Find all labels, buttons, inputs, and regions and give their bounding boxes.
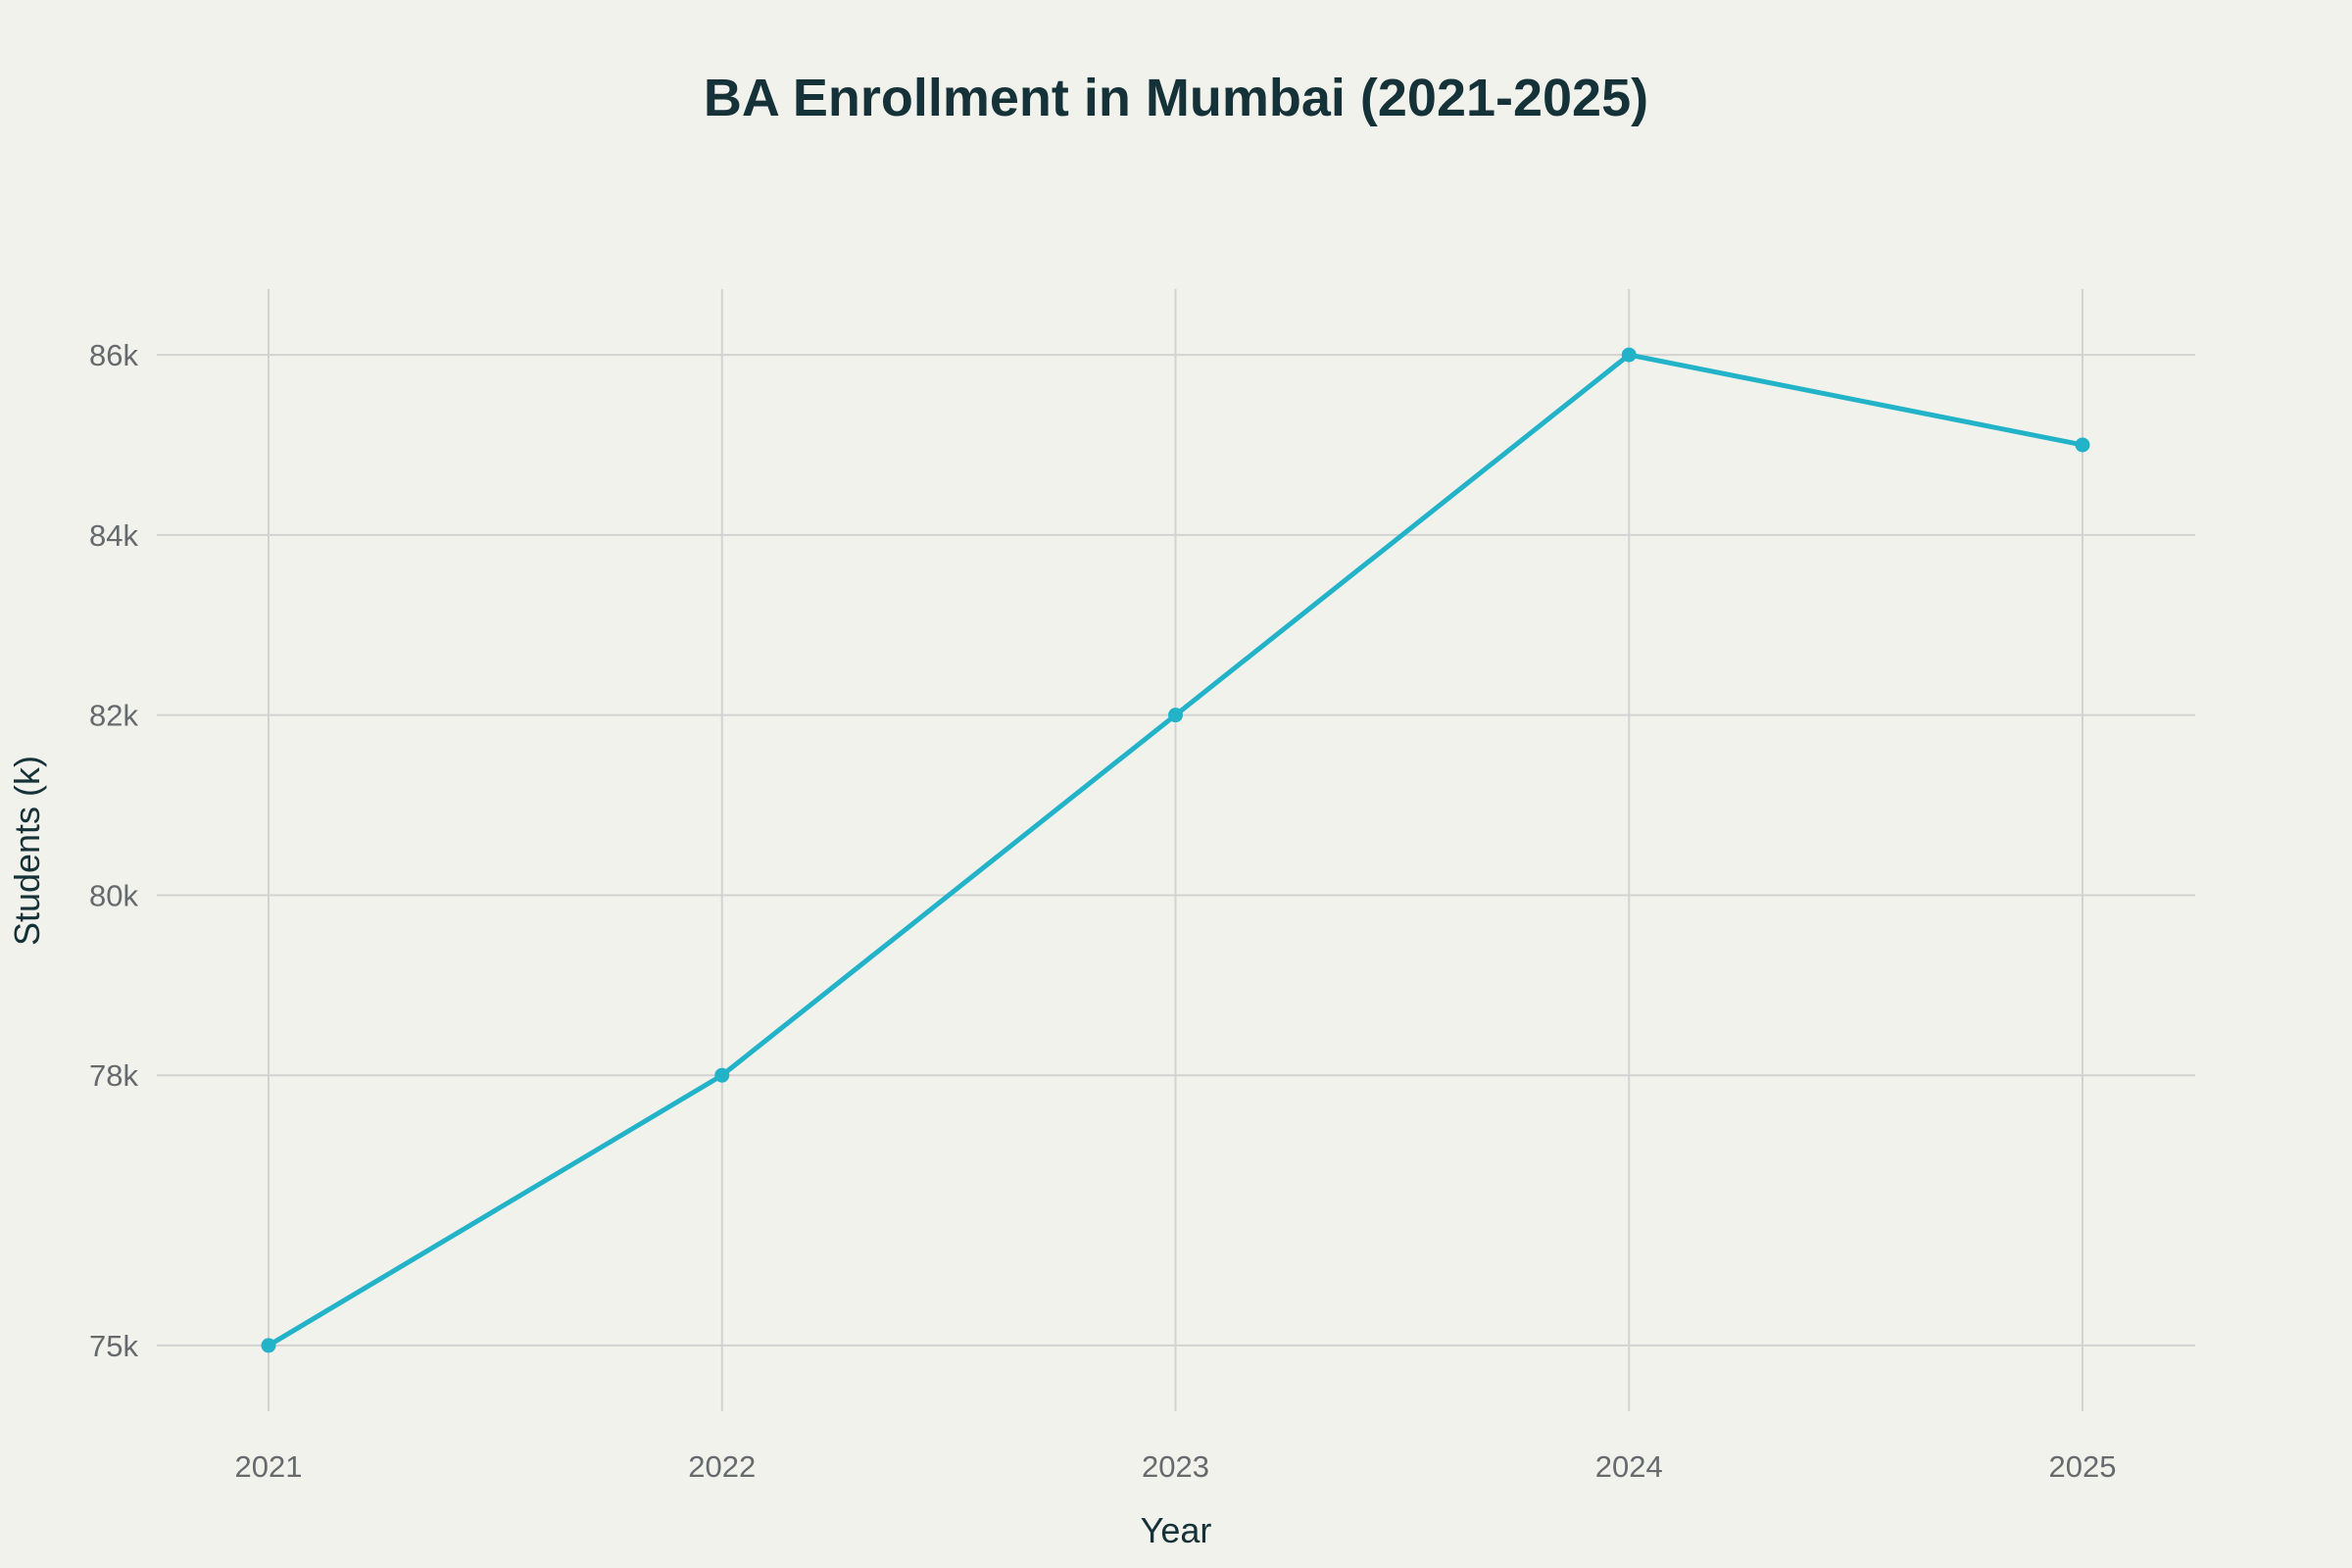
y-tick-label: 86k xyxy=(89,338,138,372)
data-point-2022 xyxy=(714,1067,730,1083)
y-tick-label: 84k xyxy=(89,518,138,553)
x-tick-label: 2024 xyxy=(1595,1449,1663,1484)
y-tick-label: 82k xyxy=(89,699,138,733)
gridlines xyxy=(157,289,2195,1411)
y-tick-label: 75k xyxy=(89,1329,138,1363)
x-tick-label: 2023 xyxy=(1142,1449,1209,1484)
x-axis-title: Year xyxy=(1141,1510,1212,1550)
axis-ticks: 2021 2022 2023 2024 2025 75k 78k 80k 82k 84k 86k xyxy=(89,338,2116,1484)
chart-title: BA Enrollment in Mumbai (2021-2025) xyxy=(704,69,1648,127)
y-axis-title: Students (k) xyxy=(7,756,47,946)
x-tick-label: 2025 xyxy=(2049,1449,2117,1484)
data-point-2025 xyxy=(2075,437,2090,453)
x-tick-label: 2021 xyxy=(235,1449,303,1484)
y-tick-label: 78k xyxy=(89,1058,138,1093)
data-point-2021 xyxy=(261,1338,276,1353)
data-point-2023 xyxy=(1168,708,1183,723)
y-tick-label: 80k xyxy=(89,878,138,912)
data-point-2024 xyxy=(1621,347,1637,363)
x-tick-label: 2022 xyxy=(688,1449,756,1484)
series-group xyxy=(261,347,2090,1353)
